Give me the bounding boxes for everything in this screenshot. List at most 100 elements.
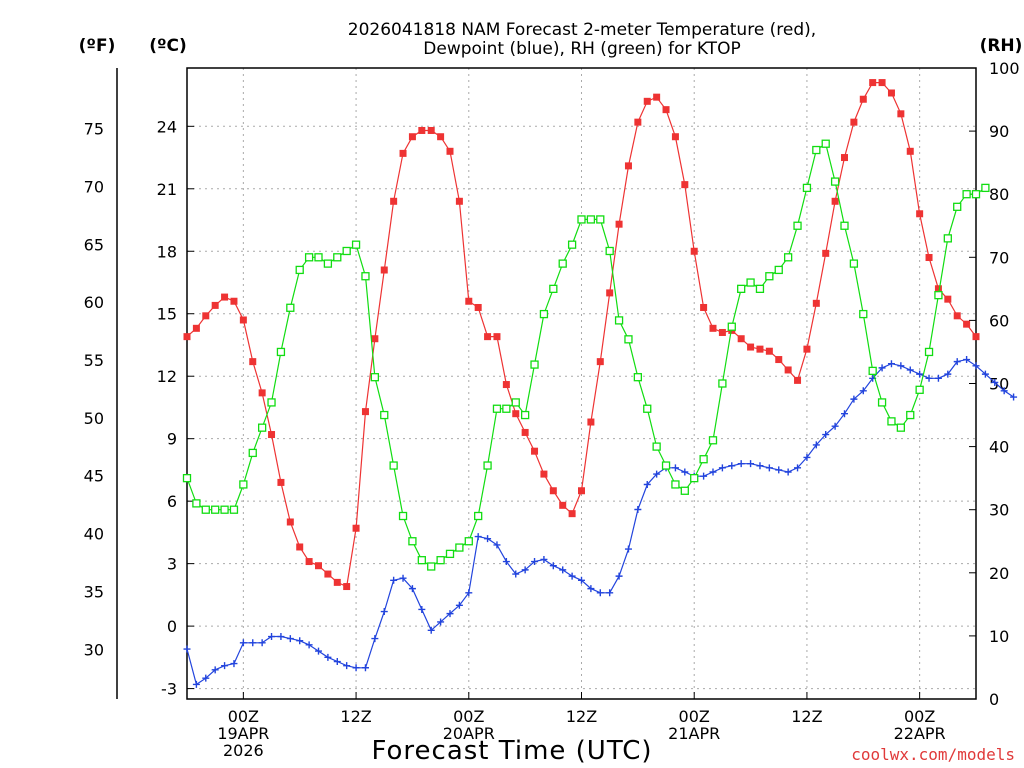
dewpoint-point (1010, 393, 1018, 401)
dewpoint-point (315, 647, 322, 655)
dewpoint-point (596, 589, 604, 597)
dewpoint-point (296, 637, 304, 645)
rh-point (812, 145, 821, 155)
rh-point (877, 398, 887, 407)
temperature-point (587, 418, 595, 426)
gridlines (187, 68, 976, 699)
dewpoint-point (794, 464, 802, 472)
fahrenheit-tick-label: 35 (84, 582, 104, 601)
dewpoint-point (408, 585, 416, 593)
temperature-point (361, 408, 369, 416)
rh-point (830, 177, 840, 186)
dewpoint-point (925, 374, 933, 382)
temperature-point (624, 162, 632, 170)
relative-humidity-line (186, 142, 986, 568)
temperature-point (221, 293, 229, 301)
temperature-point (305, 558, 313, 566)
x-tick-label: 20APR (443, 724, 495, 743)
dewpoint-point (981, 370, 989, 378)
dewpoint-point (371, 635, 379, 643)
dewpoint-point (887, 360, 895, 368)
dewpoint-point (249, 639, 257, 647)
dewpoint-point (775, 466, 783, 474)
dewpoint-point (183, 645, 191, 653)
data-series (182, 79, 1018, 688)
dewpoint-point (465, 589, 473, 597)
rh-point (530, 360, 539, 369)
rh-tick-label: 70 (989, 248, 1009, 267)
rh-point (220, 505, 229, 514)
rh-point (257, 423, 267, 432)
fahrenheit-tick-label: 45 (84, 467, 104, 486)
temperature-point (531, 447, 539, 455)
celsius-tick-label: 15 (157, 305, 177, 324)
rh-point (474, 511, 483, 521)
celsius-tick-label: 21 (157, 180, 177, 199)
source-credit: coolwx.com/models (851, 745, 1015, 764)
temperature-point (897, 110, 905, 118)
temperature-point (437, 133, 445, 141)
rh-point (690, 473, 699, 483)
temperature-point (963, 320, 971, 328)
x-tick-label: 12Z (791, 707, 822, 726)
rh-tick-label: 60 (989, 311, 1009, 330)
rh-point (276, 347, 286, 357)
temperature-point (559, 501, 567, 509)
temperature-point (916, 210, 924, 218)
temperature-point (671, 133, 679, 141)
temperature-point (794, 376, 802, 384)
dewpoint-point (361, 664, 369, 672)
rh-point (652, 442, 661, 451)
dewpoint-point (531, 558, 539, 566)
rh-point (774, 265, 783, 275)
rh-point (981, 183, 990, 193)
rh-point (680, 486, 689, 495)
rh-tick-label: 80 (989, 185, 1009, 204)
temperature-point (906, 147, 914, 155)
temperature-point (315, 562, 322, 570)
dewpoint-point (399, 574, 407, 582)
dewpoint-point (878, 364, 886, 372)
rh-point (962, 190, 971, 199)
temperature-point (455, 197, 463, 205)
dewpoint-point (737, 460, 745, 468)
dewpoint-point (615, 572, 623, 580)
rh-tick-label: 100 (989, 59, 1020, 78)
rh-point (906, 410, 915, 420)
fahrenheit-tick-label: 70 (84, 177, 104, 196)
rh-point (408, 537, 417, 546)
rh-point (643, 404, 652, 413)
temperature-point (803, 345, 811, 353)
temperature-point (953, 312, 961, 320)
x-tick-label: 00Z (228, 707, 259, 726)
dewpoint-point (437, 618, 445, 626)
temperature-point (822, 249, 830, 257)
rh-point (455, 543, 464, 552)
relative-humidity-series (182, 139, 990, 571)
x-tick-label: 12Z (340, 707, 371, 726)
dewpoint-point (634, 505, 642, 513)
temperature-point (427, 126, 435, 134)
temperature-point (841, 154, 848, 162)
rh-point (211, 505, 220, 514)
temperature-point (343, 583, 351, 591)
dewpoint-point (850, 395, 858, 403)
rh-point (924, 347, 934, 357)
dewpoint-point (606, 589, 614, 597)
temperature-point (831, 197, 839, 205)
dewpoint-point (587, 585, 595, 593)
temperature-point (869, 79, 877, 87)
temperature-point (474, 303, 482, 311)
rh-point (502, 404, 511, 413)
dewpoint-point (700, 472, 708, 480)
dewpoint-point (324, 653, 332, 661)
x-tick-label: 12Z (566, 707, 597, 726)
rh-point (755, 284, 765, 294)
dewpoint-point (418, 605, 426, 613)
temperature-point (446, 147, 454, 155)
dewpoint-point (221, 662, 229, 670)
dewpoint-point (831, 422, 839, 430)
temperature-point (502, 381, 510, 389)
rh-point (859, 309, 868, 319)
temperature-point (662, 106, 670, 114)
